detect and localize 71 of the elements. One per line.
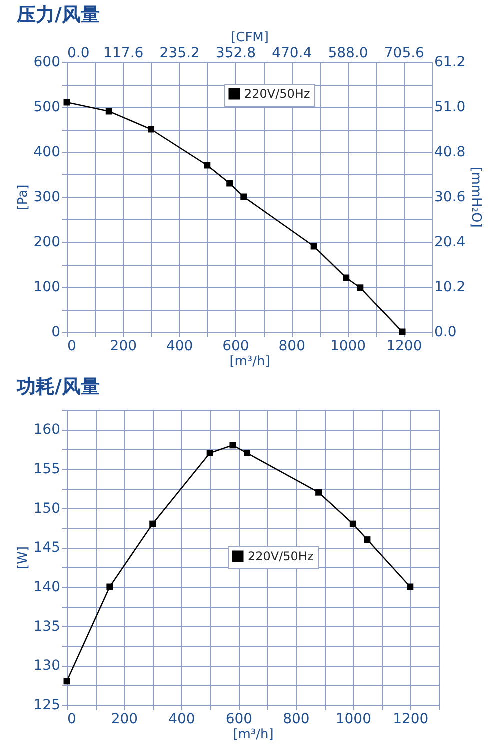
x2-tick-label: 117.6: [104, 46, 144, 62]
y-tick-label: 500: [34, 100, 60, 116]
x-tick-label: 1000: [330, 338, 366, 354]
x-tick-label: 1000: [336, 712, 372, 728]
x-tick-label: 600: [226, 712, 253, 728]
y-tick-label: 200: [34, 234, 60, 250]
x-tick-label: 1200: [393, 712, 429, 728]
x2-tick-label: 235.2: [160, 46, 200, 62]
point: [364, 536, 371, 544]
x-tick-label: 800: [278, 338, 306, 354]
x-tick-label: 400: [168, 712, 196, 728]
x2-tick-label: 705.6: [384, 46, 425, 62]
y2-tick-label: 61.2: [434, 54, 466, 70]
x-tick-label: 0: [68, 338, 76, 354]
point: [150, 520, 156, 528]
point: [350, 520, 356, 528]
x-axis-title: [m³/h]: [230, 354, 270, 370]
point: [399, 328, 406, 336]
point: [244, 450, 251, 457]
y-axis-title: [W]: [16, 546, 31, 570]
y2-tick-label: 40.8: [434, 144, 466, 160]
y-tick-label: 145: [34, 540, 60, 556]
y2-tick-label: 10.2: [434, 280, 466, 296]
x2-tick-label: 0.0: [68, 46, 90, 62]
y-tick-label: 600: [34, 54, 60, 70]
point: [240, 194, 248, 200]
point: [106, 584, 114, 590]
y2-tick-label: 51.0: [434, 100, 466, 116]
point: [230, 442, 236, 449]
y-tick-label: 150: [34, 500, 60, 517]
x-tick-label: 200: [111, 712, 138, 728]
y-tick-label: 140: [34, 580, 60, 596]
y2-tick-label: 30.6: [434, 190, 466, 206]
y2-tick-label: 20.4: [434, 234, 466, 250]
x-tick-label: 1200: [386, 338, 422, 354]
x-axis-title: [m³/h]: [233, 728, 274, 742]
x-tick-label: 0: [68, 712, 76, 728]
y-tick-label: 130: [34, 658, 60, 674]
point: [148, 126, 154, 133]
point: [226, 180, 234, 187]
legend-label: 220V/50Hz: [244, 87, 310, 101]
y2-tick-label: 0.0: [434, 324, 457, 340]
y-tick-label: 300: [34, 190, 60, 206]
point: [316, 489, 322, 496]
x-tick-label: 200: [110, 338, 138, 354]
x2-axis-title: [CFM]: [231, 30, 269, 46]
y-tick-label: 0: [52, 324, 60, 340]
y-tick-label: 400: [34, 144, 60, 160]
point: [357, 284, 364, 292]
point: [343, 274, 350, 282]
chart-title: 压力/风量: [16, 4, 100, 26]
y-tick-label: 135: [34, 618, 60, 635]
point: [310, 243, 318, 250]
x2-tick-label: 588.0: [328, 46, 368, 62]
y-tick-label: 100: [34, 280, 60, 296]
y-axis-title: [Pa]: [16, 184, 31, 210]
point: [106, 108, 112, 115]
legend-label: 220V/50Hz: [248, 550, 314, 564]
y2-axis-title: [mmH₂O]: [468, 167, 484, 228]
point: [407, 584, 414, 590]
x-tick-label: 600: [222, 338, 250, 354]
y-tick-label: 155: [34, 462, 60, 478]
x-tick-label: 400: [166, 338, 194, 354]
y-tick-label: 125: [34, 698, 60, 714]
x2-tick-label: 470.4: [272, 46, 312, 62]
y-tick-label: 160: [34, 422, 60, 438]
chart-title: 功耗/风量: [16, 376, 100, 398]
point: [204, 162, 211, 169]
point: [206, 450, 214, 457]
x2-tick-label: 352.8: [216, 46, 256, 62]
x-tick-label: 800: [283, 712, 310, 728]
